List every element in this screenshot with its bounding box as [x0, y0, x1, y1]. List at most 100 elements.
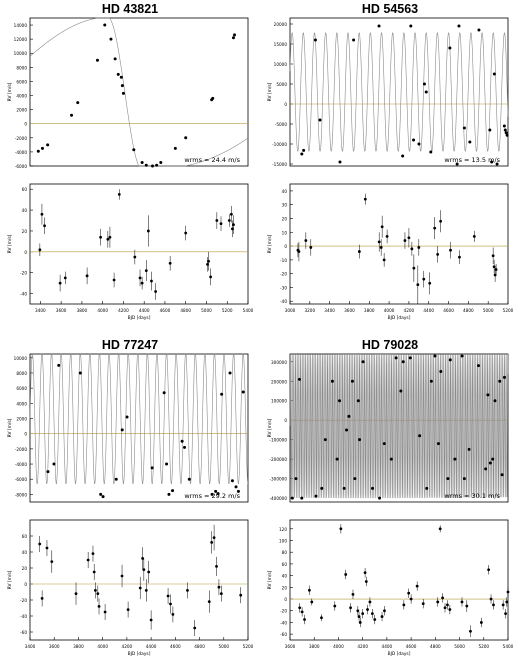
residual-point [402, 603, 406, 607]
data-point [187, 477, 191, 481]
data-point [119, 75, 123, 79]
residual-point [410, 247, 414, 251]
residual-point [428, 281, 432, 285]
residual-plot: 60 40 20 0 -20 -40 -60 3400 3600 3800 4000 4200 4400… [7, 519, 254, 657]
residual-point [309, 246, 313, 249]
data-point [113, 57, 117, 61]
x-tick-label: 4600 [170, 644, 181, 649]
x-tick-label: 4200 [122, 644, 133, 649]
residual-point [298, 606, 302, 610]
residual-point [186, 589, 189, 592]
x-tick-label: 5000 [201, 308, 212, 313]
residual-point [219, 222, 223, 226]
residual-point [366, 608, 369, 611]
y-tick-label: 40 [282, 189, 288, 194]
residual-point [227, 219, 231, 222]
residual-point [210, 541, 214, 544]
x-tick-label: 3000 [285, 308, 296, 313]
wrms-annotation: wrms = 13.5 m/s [444, 156, 500, 164]
residual-point [382, 258, 386, 262]
data-point [425, 486, 429, 490]
orbit-plot: 14000 12000 10000 8000 6000 4000 2000 0 -2000 -40… [7, 17, 249, 169]
residual-point [304, 239, 308, 242]
wrms-annotation: wrms = 30.1 m/s [444, 492, 500, 500]
x-tick-label: 3600 [49, 644, 60, 649]
data-point [394, 356, 398, 360]
y-tick-label: 4000 [16, 401, 27, 406]
data-point [424, 90, 428, 94]
data-point [234, 485, 238, 489]
x-tick-label: 4600 [443, 308, 454, 313]
data-point [167, 492, 171, 496]
data-point [409, 24, 413, 28]
data-point [46, 143, 50, 147]
y-axis-label: RV [m/s] [267, 82, 273, 101]
y-tick-label: 10000 [14, 356, 28, 361]
y-tick-label: -10000 [272, 142, 287, 147]
y-tick-label: -20 [280, 272, 287, 277]
data-point [297, 377, 301, 381]
residual-point [108, 235, 112, 239]
data-point [103, 23, 107, 27]
y-tick-label: -8000 [15, 492, 28, 497]
data-point [455, 162, 459, 166]
residual-point [416, 283, 420, 287]
y-tick-label: 300000 [271, 360, 287, 365]
wrms-annotation: wrms = 29.2 m/s [184, 492, 240, 500]
residual-point [50, 560, 54, 563]
residual-point [184, 231, 188, 235]
data-point [183, 445, 187, 449]
y-tick-label: -40 [280, 620, 287, 625]
residual-point [380, 615, 384, 618]
residual-point [385, 235, 389, 238]
data-point [488, 128, 492, 132]
fit-curve [29, 17, 249, 167]
data-point [57, 363, 61, 367]
residual-point [38, 248, 42, 252]
data-point [236, 489, 240, 493]
y-tick-label: 5000 [276, 82, 287, 87]
data-point [446, 477, 450, 481]
data-point [347, 414, 351, 418]
y-tick-label: -60 [280, 632, 287, 637]
data-point [132, 148, 136, 152]
data-point [52, 462, 56, 466]
fit-curve [289, 32, 509, 152]
data-point [228, 371, 232, 375]
data-point [95, 58, 99, 62]
data-point [433, 354, 437, 358]
data-point [241, 390, 245, 394]
residual-point [217, 585, 221, 589]
residual-point [438, 527, 442, 531]
x-tick-label: 5400 [243, 308, 254, 313]
y-tick-label: -6000 [15, 164, 28, 169]
data-point [468, 140, 472, 144]
residual-point [92, 570, 96, 574]
panel-hd79028: HD 79028 300000 200000 100000 0 -100000 -2000… [260, 334, 520, 668]
y-tick-label: -10 [280, 258, 287, 263]
data-point [350, 379, 354, 383]
data-point [233, 33, 237, 37]
data-point [121, 91, 125, 95]
x-tick-label: 3800 [364, 308, 375, 313]
residual-point [120, 574, 124, 578]
residual-point [215, 219, 219, 222]
data-point [114, 477, 118, 481]
x-tick-label: 3400 [25, 644, 36, 649]
y-tick-label: 0 [284, 597, 287, 602]
data-point [429, 150, 433, 154]
data-point [361, 360, 365, 364]
residual-point [138, 276, 142, 280]
plot-frame [29, 353, 249, 503]
y-tick-label: 60 [22, 534, 28, 539]
residual-plot: 40 30 20 10 0 -10 -20 -30 -40 3000 3200 3400 3600 380… [267, 183, 514, 321]
x-axis-label: BJD [days] [128, 651, 151, 657]
y-tick-label: 6000 [16, 386, 27, 391]
data-point [290, 496, 294, 500]
x-axis-label: BJD [days] [128, 315, 151, 321]
residual-point [141, 557, 145, 560]
residual-point [97, 605, 101, 608]
y-tick-label: -40 [20, 614, 27, 619]
x-tick-label: 5000 [483, 308, 494, 313]
x-tick-label: 4600 [160, 308, 171, 313]
